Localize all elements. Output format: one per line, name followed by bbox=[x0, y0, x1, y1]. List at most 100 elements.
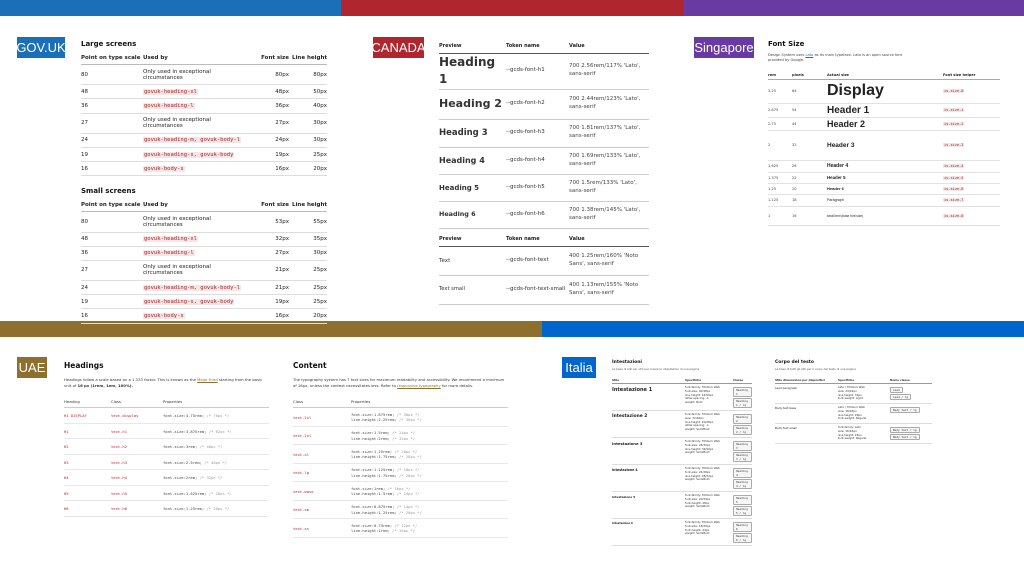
table-row: 19 govuk-heading-s, govuk-body 19px 25px bbox=[81, 294, 327, 310]
major-third-link[interactable]: Major third bbox=[197, 377, 218, 382]
used-by-cell: govuk-heading-xl bbox=[143, 84, 251, 100]
spec-line: line-height: 28px bbox=[838, 412, 862, 417]
intro-text: starting from the basic unit of bbox=[64, 377, 263, 388]
type-scale-point: 48 bbox=[81, 232, 143, 247]
property-text: font-size:1.25rem; bbox=[351, 448, 393, 454]
heading-class: text-h4 bbox=[111, 469, 163, 486]
spec-line: Lato / Titillium Web bbox=[838, 385, 865, 389]
type-scale-point: 16 bbox=[81, 161, 143, 177]
helper-cell: is-size-1 bbox=[943, 103, 1000, 118]
column-header: Preview bbox=[439, 228, 506, 247]
heading-preview: Heading 6 bbox=[439, 201, 506, 229]
property-comment: /* 36px */ bbox=[399, 417, 422, 423]
table-row: Heading 2 --gcds-font-h2 700 2.44rem/123% … bbox=[439, 89, 649, 120]
table-row: 36 govuk-heading-l 36px 40px bbox=[81, 98, 327, 114]
helper-class-code: is-size-4 bbox=[943, 164, 965, 169]
table-row: H5 text-h5 font-size:1.625rem; /* 26px */ bbox=[64, 485, 269, 502]
used-by-text: Only used in exceptional circumstances bbox=[143, 117, 211, 130]
token-name: --gcds-font-h3 bbox=[506, 119, 569, 148]
class-pill: Heading 3 / lg bbox=[733, 451, 752, 462]
property-text: font-size:4.75rem; bbox=[163, 413, 205, 419]
spec-line: font-weight: Light bbox=[838, 396, 863, 401]
property-text: font-size:2.5rem; bbox=[163, 459, 202, 465]
pixel-value: 20 bbox=[792, 183, 827, 195]
small-screens-title: Small screens bbox=[81, 187, 136, 196]
column-header: Properties bbox=[351, 396, 508, 409]
class-cell: Heading 3 Heading 3 / lg bbox=[733, 437, 752, 465]
class-pill: Heading 6 / lg bbox=[733, 532, 752, 543]
helper-cell: is-size-5 bbox=[943, 172, 1000, 184]
class-pill: Heading 5 bbox=[733, 494, 752, 505]
table-row: 1.625 26 Header 4 is-size-4 bbox=[768, 160, 1000, 173]
spec-line: line-height: 24px bbox=[838, 432, 862, 437]
column-header: Class bbox=[111, 396, 163, 409]
spec-line: font-family: Titillium Web bbox=[685, 520, 720, 524]
font-size-value: 19px bbox=[251, 294, 289, 310]
spec-line: font-weight: Regular bbox=[838, 436, 867, 441]
uae-content-panel: Content The typography system has 7 text… bbox=[293, 361, 508, 538]
class-pill-row: Heading 2 bbox=[733, 413, 752, 424]
helper-class-code: is-size-7 bbox=[943, 198, 965, 203]
spec-line: weight: SemiBold bbox=[685, 504, 710, 509]
property-text: line-height:1.5rem; bbox=[351, 491, 395, 497]
spec-line: font-weight: Regular bbox=[838, 416, 867, 421]
property-text: line-height:1.75rem; bbox=[351, 454, 397, 460]
column-header: Font size helper bbox=[943, 70, 1000, 80]
helper-class-code: is-size-2 bbox=[943, 121, 965, 126]
content-class: text-2xl bbox=[293, 426, 351, 446]
property-line: line-height:2rem; /* 32px */ bbox=[351, 436, 508, 441]
class-name-code: govuk-heading-m, govuk-body-l bbox=[143, 137, 242, 144]
spec-line: font-size: 28/32px bbox=[685, 442, 711, 447]
pixel-value: 64 bbox=[792, 79, 827, 104]
used-by-cell: govuk-heading-l bbox=[143, 98, 251, 114]
size-sample: Display bbox=[827, 79, 943, 104]
class-name-code: govuk-body-s bbox=[143, 165, 185, 172]
used-by-text: Only used in exceptional circumstances bbox=[143, 68, 211, 81]
size-sample: small text (base font size) bbox=[827, 206, 943, 226]
rem-value: 1.25 bbox=[768, 183, 792, 195]
column-header: Preview bbox=[439, 40, 506, 54]
class-cell: Heading 2 Heading 2 / lg bbox=[733, 410, 752, 438]
column-header: Nome classe bbox=[890, 376, 932, 384]
heading-class: text-h1 bbox=[111, 423, 163, 440]
spec-line: size: 16/16px bbox=[838, 428, 857, 433]
column-header: Point on type scale bbox=[81, 199, 143, 213]
spec-line: line-height: 28/32px bbox=[685, 473, 714, 478]
column-header: Token name bbox=[506, 40, 569, 54]
intestazioni-title: Intestazioni bbox=[612, 360, 642, 365]
class-pill: Body text / lg bbox=[890, 433, 920, 440]
token-name: --gcds-font-h2 bbox=[506, 89, 569, 120]
font-size-value: 27px bbox=[251, 246, 289, 261]
heading-class: text-h3 bbox=[111, 454, 163, 471]
class-pill-row: Body text / lg bbox=[890, 426, 932, 433]
heading-level: H1 bbox=[64, 423, 111, 440]
rem-value: 2.75 bbox=[768, 117, 792, 131]
large-screens-table: Point on type scale Used by Font size Li… bbox=[81, 52, 327, 177]
canada-color-bar bbox=[341, 0, 683, 16]
content-class: text-sm bbox=[293, 500, 351, 520]
token-name: --gcds-font-text bbox=[506, 246, 569, 276]
column-header: Line height bbox=[289, 199, 327, 213]
property-text: font-size:3.875rem; bbox=[163, 428, 207, 434]
used-by-cell: Only used in exceptional circumstances bbox=[143, 211, 251, 233]
helper-cell: is-size-8 bbox=[943, 206, 1000, 226]
class-pill-row: Body text / lg bbox=[890, 433, 932, 440]
type-scale-point: 16 bbox=[81, 308, 143, 324]
headings-intro: Headings follow a scale based on a 1.333… bbox=[64, 377, 269, 388]
lato-link[interactable]: Lato bbox=[805, 53, 814, 57]
intro-text: Headings follow a scale based on a 1.333… bbox=[64, 377, 198, 382]
property-line: font-size:1.25rem; /* 20px */ bbox=[351, 449, 508, 454]
property-text: font-size:1.5rem; bbox=[351, 430, 390, 436]
class-name-code: govuk-heading-s, govuk-body bbox=[143, 298, 235, 305]
property-comment: /* 40px */ bbox=[204, 459, 228, 465]
heading-properties: font-size:3rem; /* 48px */ bbox=[163, 438, 269, 455]
rem-value: 1.375 bbox=[768, 172, 792, 184]
column-header: rem bbox=[768, 70, 792, 80]
heading-level: H6 bbox=[64, 500, 111, 517]
canada-panel: Preview Token name Value Heading 1 --gcds… bbox=[439, 40, 649, 305]
spec-line: line-height: 36/40px bbox=[685, 446, 714, 451]
used-by-cell: govuk-heading-m, govuk-body-l bbox=[143, 280, 251, 296]
table-row: H1 text-h1 font-size:3.875rem; /* 62px */ bbox=[64, 423, 269, 440]
responsive-typography-link[interactable]: responsive typography bbox=[397, 382, 441, 388]
intestazioni-subtitle: La base di stili più utili per creare le… bbox=[612, 367, 700, 371]
